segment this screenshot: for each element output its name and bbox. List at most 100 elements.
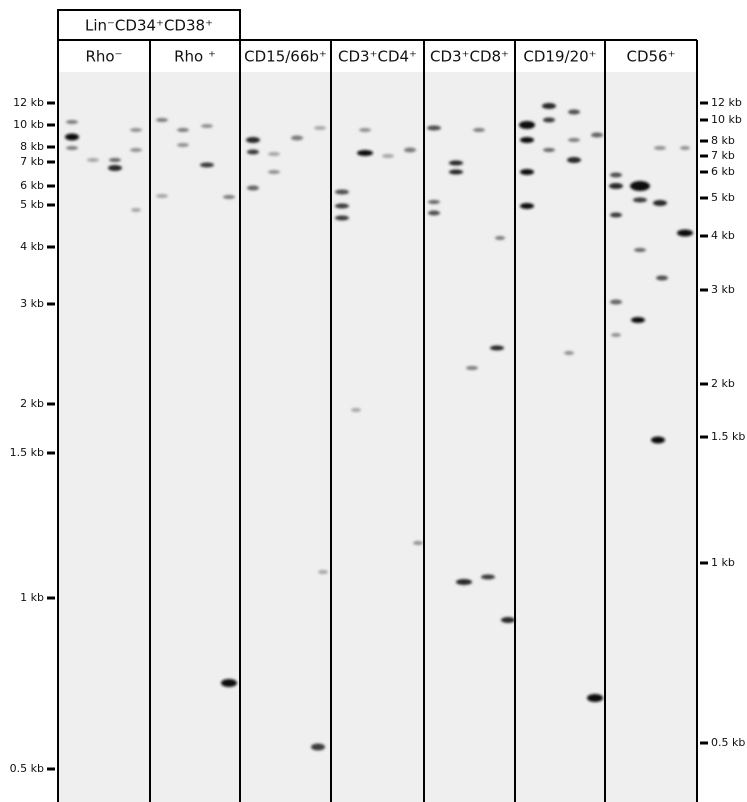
gel-band	[108, 165, 122, 171]
left-marker-tick	[47, 302, 55, 306]
gel-band	[413, 541, 423, 545]
left-marker-label: 1 kb	[20, 591, 44, 604]
left-marker-tick	[47, 451, 55, 455]
lane-label: CD3⁺CD4⁺	[338, 48, 417, 66]
left-marker-tick	[47, 184, 55, 188]
left-marker-tick	[47, 101, 55, 105]
gel-band	[314, 126, 326, 130]
right-marker-tick	[700, 288, 708, 292]
right-marker-tick	[700, 234, 708, 238]
gel-band	[335, 215, 349, 221]
left-marker-tick	[47, 596, 55, 600]
lane-label: Rho ⁺	[174, 48, 216, 66]
gel-band	[357, 150, 373, 156]
gel-band	[466, 366, 478, 370]
gel-band	[335, 203, 349, 209]
right-marker-label: 12 kb	[711, 96, 742, 109]
gel-band	[633, 197, 647, 203]
right-marker-tick	[700, 435, 708, 439]
gel-band	[177, 143, 189, 147]
gel-band	[66, 120, 78, 124]
left-marker-tick	[47, 160, 55, 164]
gel-band	[520, 137, 534, 143]
lane-label: CD56⁺	[626, 48, 675, 66]
gel-band	[631, 317, 645, 323]
lane-label: CD19/20⁺	[523, 48, 596, 66]
left-marker-tick	[47, 145, 55, 149]
right-marker-tick	[700, 196, 708, 200]
gel-band	[65, 133, 79, 141]
right-marker-tick	[700, 154, 708, 158]
gel-band	[481, 574, 495, 580]
gel-band	[351, 408, 361, 412]
left-marker-label: 4 kb	[20, 240, 44, 253]
gel-band	[610, 212, 622, 218]
lane-label: Rho⁻	[85, 48, 122, 66]
gel-band	[519, 121, 535, 129]
right-marker-tick	[700, 382, 708, 386]
gel-band	[66, 146, 78, 150]
gel-band	[382, 154, 394, 158]
gel-band	[609, 183, 623, 189]
gel-band	[611, 333, 621, 337]
gel-band	[449, 160, 463, 166]
right-marker-label: 1.5 kb	[711, 430, 745, 443]
gel-band	[87, 158, 99, 162]
gel-band	[311, 743, 325, 751]
gel-band	[291, 135, 303, 141]
gel-band	[359, 128, 371, 132]
right-marker-tick	[700, 561, 708, 565]
left-marker-label: 0.5 kb	[10, 762, 44, 775]
right-marker-label: 6 kb	[711, 165, 735, 178]
left-marker-label: 12 kb	[13, 96, 44, 109]
gel-band	[404, 147, 416, 153]
left-marker-label: 7 kb	[20, 155, 44, 168]
gel-band	[200, 162, 214, 168]
gel-band	[654, 146, 666, 150]
gel-band	[567, 157, 581, 163]
left-marker-label: 5 kb	[20, 198, 44, 211]
gel-band	[501, 617, 515, 623]
gel-band	[490, 345, 504, 351]
gel-band	[201, 124, 213, 128]
left-marker-label: 6 kb	[20, 179, 44, 192]
right-marker-label: 5 kb	[711, 191, 735, 204]
right-marker-tick	[700, 139, 708, 143]
gel-band	[268, 170, 280, 174]
gel-band	[246, 137, 260, 143]
left-marker-label: 1.5 kb	[10, 446, 44, 459]
gel-band	[520, 169, 534, 175]
gel-band	[564, 351, 574, 355]
gel-band	[653, 200, 667, 206]
gel-band	[427, 125, 441, 131]
gel-band	[473, 128, 485, 132]
gel-band	[591, 132, 603, 138]
left-marker-label: 2 kb	[20, 397, 44, 410]
right-marker-label: 7 kb	[711, 149, 735, 162]
right-marker-label: 4 kb	[711, 229, 735, 242]
gel-band	[587, 694, 603, 702]
left-marker-tick	[47, 203, 55, 207]
gel-band	[177, 128, 189, 132]
right-marker-label: 8 kb	[711, 134, 735, 147]
left-marker-tick	[47, 402, 55, 406]
right-marker-tick	[700, 101, 708, 105]
gel-band	[456, 579, 472, 585]
gel-band	[651, 436, 665, 444]
left-marker-tick	[47, 767, 55, 771]
left-marker-label: 10 kb	[13, 118, 44, 131]
gel-band	[449, 169, 463, 175]
left-marker-tick	[47, 123, 55, 127]
gel-band	[520, 203, 534, 209]
right-marker-tick	[700, 741, 708, 745]
gel-band	[680, 146, 690, 150]
gel-band	[677, 229, 693, 237]
gel-band	[130, 148, 142, 152]
gel-band	[131, 208, 141, 212]
gel-band	[543, 148, 555, 152]
gel-band	[610, 299, 622, 305]
lane-label: CD3⁺CD8⁺	[430, 48, 509, 66]
lane-label: CD15/66b⁺	[244, 48, 327, 66]
right-marker-tick	[700, 118, 708, 122]
